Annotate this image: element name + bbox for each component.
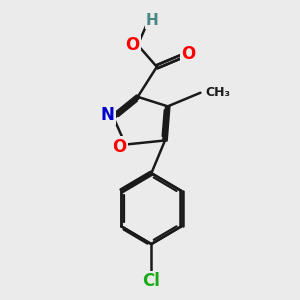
- Text: O: O: [112, 138, 127, 156]
- Text: O: O: [112, 138, 127, 156]
- Text: Cl: Cl: [142, 272, 160, 290]
- Text: CH₃: CH₃: [206, 86, 230, 99]
- Text: N: N: [101, 106, 115, 124]
- Text: N: N: [101, 106, 115, 124]
- Text: O: O: [181, 45, 195, 63]
- Text: H: H: [146, 13, 159, 28]
- Text: CH₃: CH₃: [206, 86, 230, 99]
- Text: O: O: [125, 36, 140, 54]
- Text: H: H: [146, 13, 159, 28]
- Text: O: O: [125, 36, 140, 54]
- Text: O: O: [181, 45, 195, 63]
- Text: Cl: Cl: [142, 272, 160, 290]
